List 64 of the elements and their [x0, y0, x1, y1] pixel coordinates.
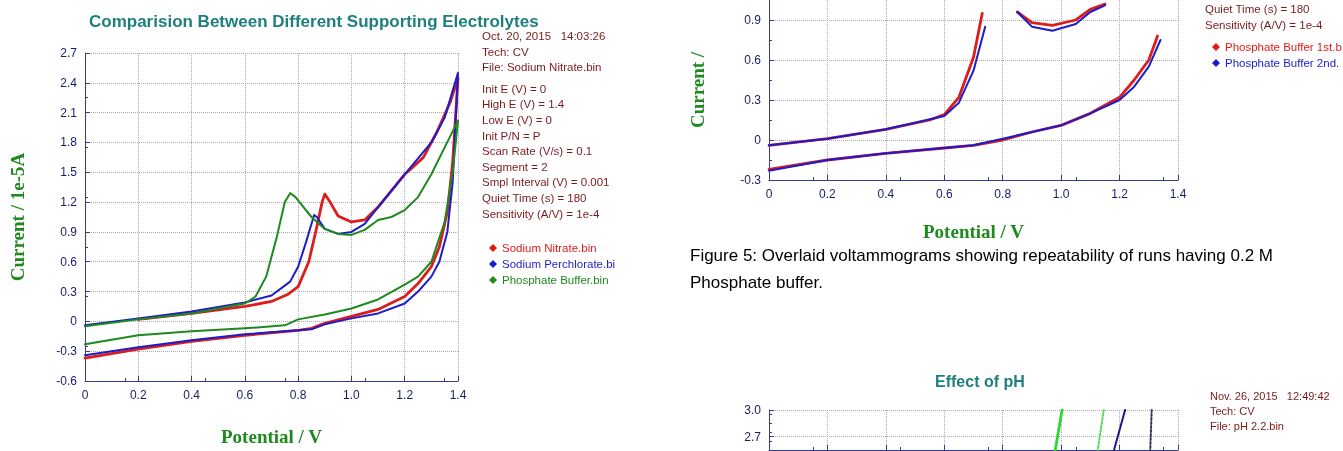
x-tick-label: 1.2 — [396, 388, 414, 402]
y-axis-title: Current / 1e-5A — [7, 152, 28, 282]
y-tick-label: 0.9 — [744, 13, 762, 27]
text: Low E (V) = 0 — [482, 114, 552, 126]
x-tick-label: 1.0 — [343, 388, 361, 402]
y-tick-label: 0.9 — [60, 224, 78, 239]
text: Nov. 26, 2015 12:49:42 — [1210, 389, 1330, 402]
text: Tech: CV — [482, 45, 529, 58]
y-tick-label: 0 — [70, 314, 78, 329]
y-tick-label: -0.3 — [56, 344, 78, 359]
text: Init P/N = P — [482, 129, 541, 142]
y-tick-label: 2.7 — [744, 429, 762, 444]
x-tick-label: 0.6 — [236, 388, 254, 402]
y-tick-label: 2.7 — [60, 46, 78, 60]
x-tick-label: 0.2 — [819, 187, 837, 201]
legend-label: Sodium Perchlorate.bi — [502, 258, 616, 270]
legend-label: Sodium Nitrate.bin — [502, 242, 597, 254]
text: Oct. 20, 2015 14:03:26 — [482, 30, 606, 42]
line-series — [84, 119, 459, 346]
y-tick-label: 0.6 — [60, 254, 78, 269]
x-tick-label: 0.2 — [129, 388, 147, 402]
y-tick-label: 2.4 — [60, 75, 78, 90]
y-tick-label: 0 — [754, 133, 762, 147]
y-axis-title: Current / — [687, 51, 708, 129]
legend-label: Phosphate Buffer 1st.b — [1225, 41, 1342, 53]
chart-title: Effect of pH — [935, 372, 1025, 390]
x-tick-label: 1.0 — [1052, 187, 1070, 201]
y-tick-label: 0.3 — [744, 93, 762, 107]
y-tick-label: 3.0 — [744, 403, 762, 417]
text: Tech: CV — [1210, 404, 1256, 417]
text: Sensitivity (A/V) = 1e-4 — [1205, 18, 1323, 31]
text: Sensitivity (A/V) = 1e-4 — [482, 207, 600, 220]
legend-label: Phosphate Buffer 2nd. — [1225, 57, 1340, 69]
x-tick-label: 1.2 — [1111, 187, 1129, 201]
chart-title: Comparision Between Different Supporting Electrolytes — [89, 12, 539, 31]
x-axis-title: Potential / V — [221, 426, 323, 447]
text: Scan Rate (V/s) = 0.1 — [482, 145, 593, 158]
x-tick-label: 0 — [81, 388, 89, 402]
text: Segment = 2 — [482, 160, 548, 173]
y-tick-label: 1.5 — [60, 165, 78, 180]
text: Quiet Time (s) = 180 — [482, 192, 587, 204]
text: Smpl Interval (V) = 0.001 — [482, 176, 610, 189]
x-tick-label: 0.4 — [877, 187, 895, 201]
legend-label: Phosphate Buffer.bin — [502, 274, 609, 286]
text: High E (V) = 1.4 — [482, 98, 565, 111]
y-tick-label: -0.3 — [740, 173, 762, 187]
text: File: Sodium Nitrate.bin — [482, 61, 602, 74]
y-tick-label: 1.8 — [60, 135, 78, 150]
text: File: pH 2.2.bin — [1210, 419, 1284, 432]
x-tick-label: 0.8 — [289, 388, 307, 402]
x-tick-label: 0.6 — [935, 187, 953, 201]
x-tick-label: 0 — [765, 187, 773, 201]
y-tick-label: 2.1 — [60, 105, 78, 120]
y-tick-label: -0.6 — [56, 374, 78, 388]
x-tick-label: 1.4 — [449, 388, 467, 402]
caption: Figure 5: Overlaid voltammograms showing repeatability of runs having 0.2 M Phosphate buffer. — [690, 246, 1278, 292]
y-tick-label: 0.6 — [744, 53, 762, 67]
x-tick-label: 0.8 — [994, 187, 1012, 201]
x-axis-title: Potential / V — [923, 221, 1025, 242]
x-tick-label: 0.4 — [183, 388, 201, 402]
text: Init E (V) = 0 — [482, 82, 547, 95]
x-tick-label: 1.4 — [1169, 187, 1187, 201]
text: Quiet Time (s) = 180 — [1205, 3, 1310, 15]
y-tick-label: 0.3 — [60, 284, 78, 299]
